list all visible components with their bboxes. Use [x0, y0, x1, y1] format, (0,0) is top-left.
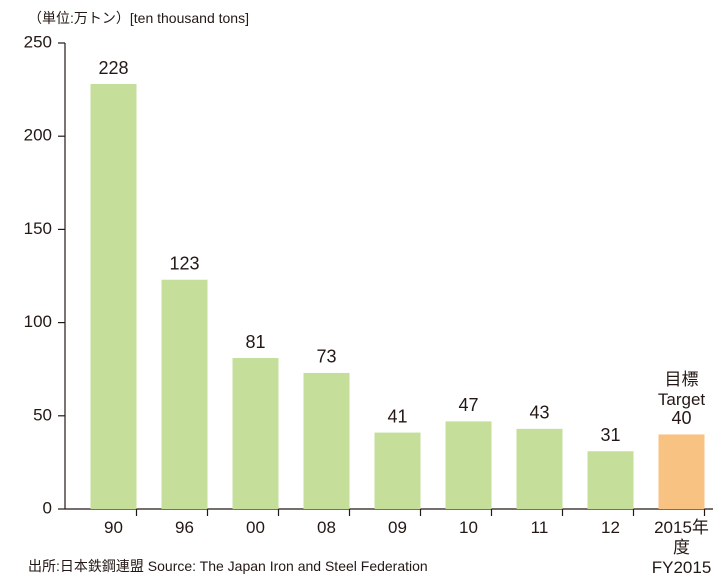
- bar: [90, 84, 137, 510]
- x-tick-label: 90: [104, 518, 123, 537]
- bar: [161, 279, 208, 509]
- value-label: 41: [387, 406, 407, 426]
- y-tick-label: 50: [33, 405, 52, 424]
- bar: [374, 432, 421, 509]
- x-tick-label: 09: [388, 518, 407, 537]
- x-tick-label: 00: [246, 518, 265, 537]
- value-label: 31: [600, 425, 620, 445]
- x-tick-label: 2015年度 FY2015: [651, 518, 712, 576]
- bar: [587, 451, 634, 509]
- y-tick-label: 150: [24, 219, 52, 238]
- annotation: 目標 Target: [657, 370, 706, 410]
- value-label: 40: [671, 408, 691, 428]
- value-label: 228: [98, 58, 128, 78]
- y-tick-label: 0: [43, 498, 52, 517]
- x-tick-label: 10: [459, 518, 478, 537]
- x-tick-label: 11: [530, 518, 549, 537]
- unit-label: （単位:万トン）[ten thousand tons]: [28, 10, 249, 26]
- bar: [232, 358, 279, 509]
- y-tick-label: 200: [24, 126, 52, 145]
- value-label: 123: [169, 253, 199, 273]
- bar: [516, 428, 563, 509]
- bar: [303, 372, 350, 509]
- value-label: 47: [458, 395, 478, 415]
- x-tick-label: 12: [601, 518, 620, 537]
- x-tick-label: 08: [317, 518, 336, 537]
- value-label: 73: [316, 347, 336, 367]
- y-tick-label: 250: [24, 32, 52, 51]
- bar: [658, 434, 705, 509]
- bar: [445, 421, 492, 509]
- source-note: 出所:日本鉄鋼連盟 Source: The Japan Iron and Ste…: [28, 558, 428, 574]
- x-tick-label: 96: [175, 518, 194, 537]
- value-label: 43: [529, 403, 549, 423]
- value-label: 81: [245, 332, 265, 352]
- y-tick-label: 100: [24, 312, 52, 331]
